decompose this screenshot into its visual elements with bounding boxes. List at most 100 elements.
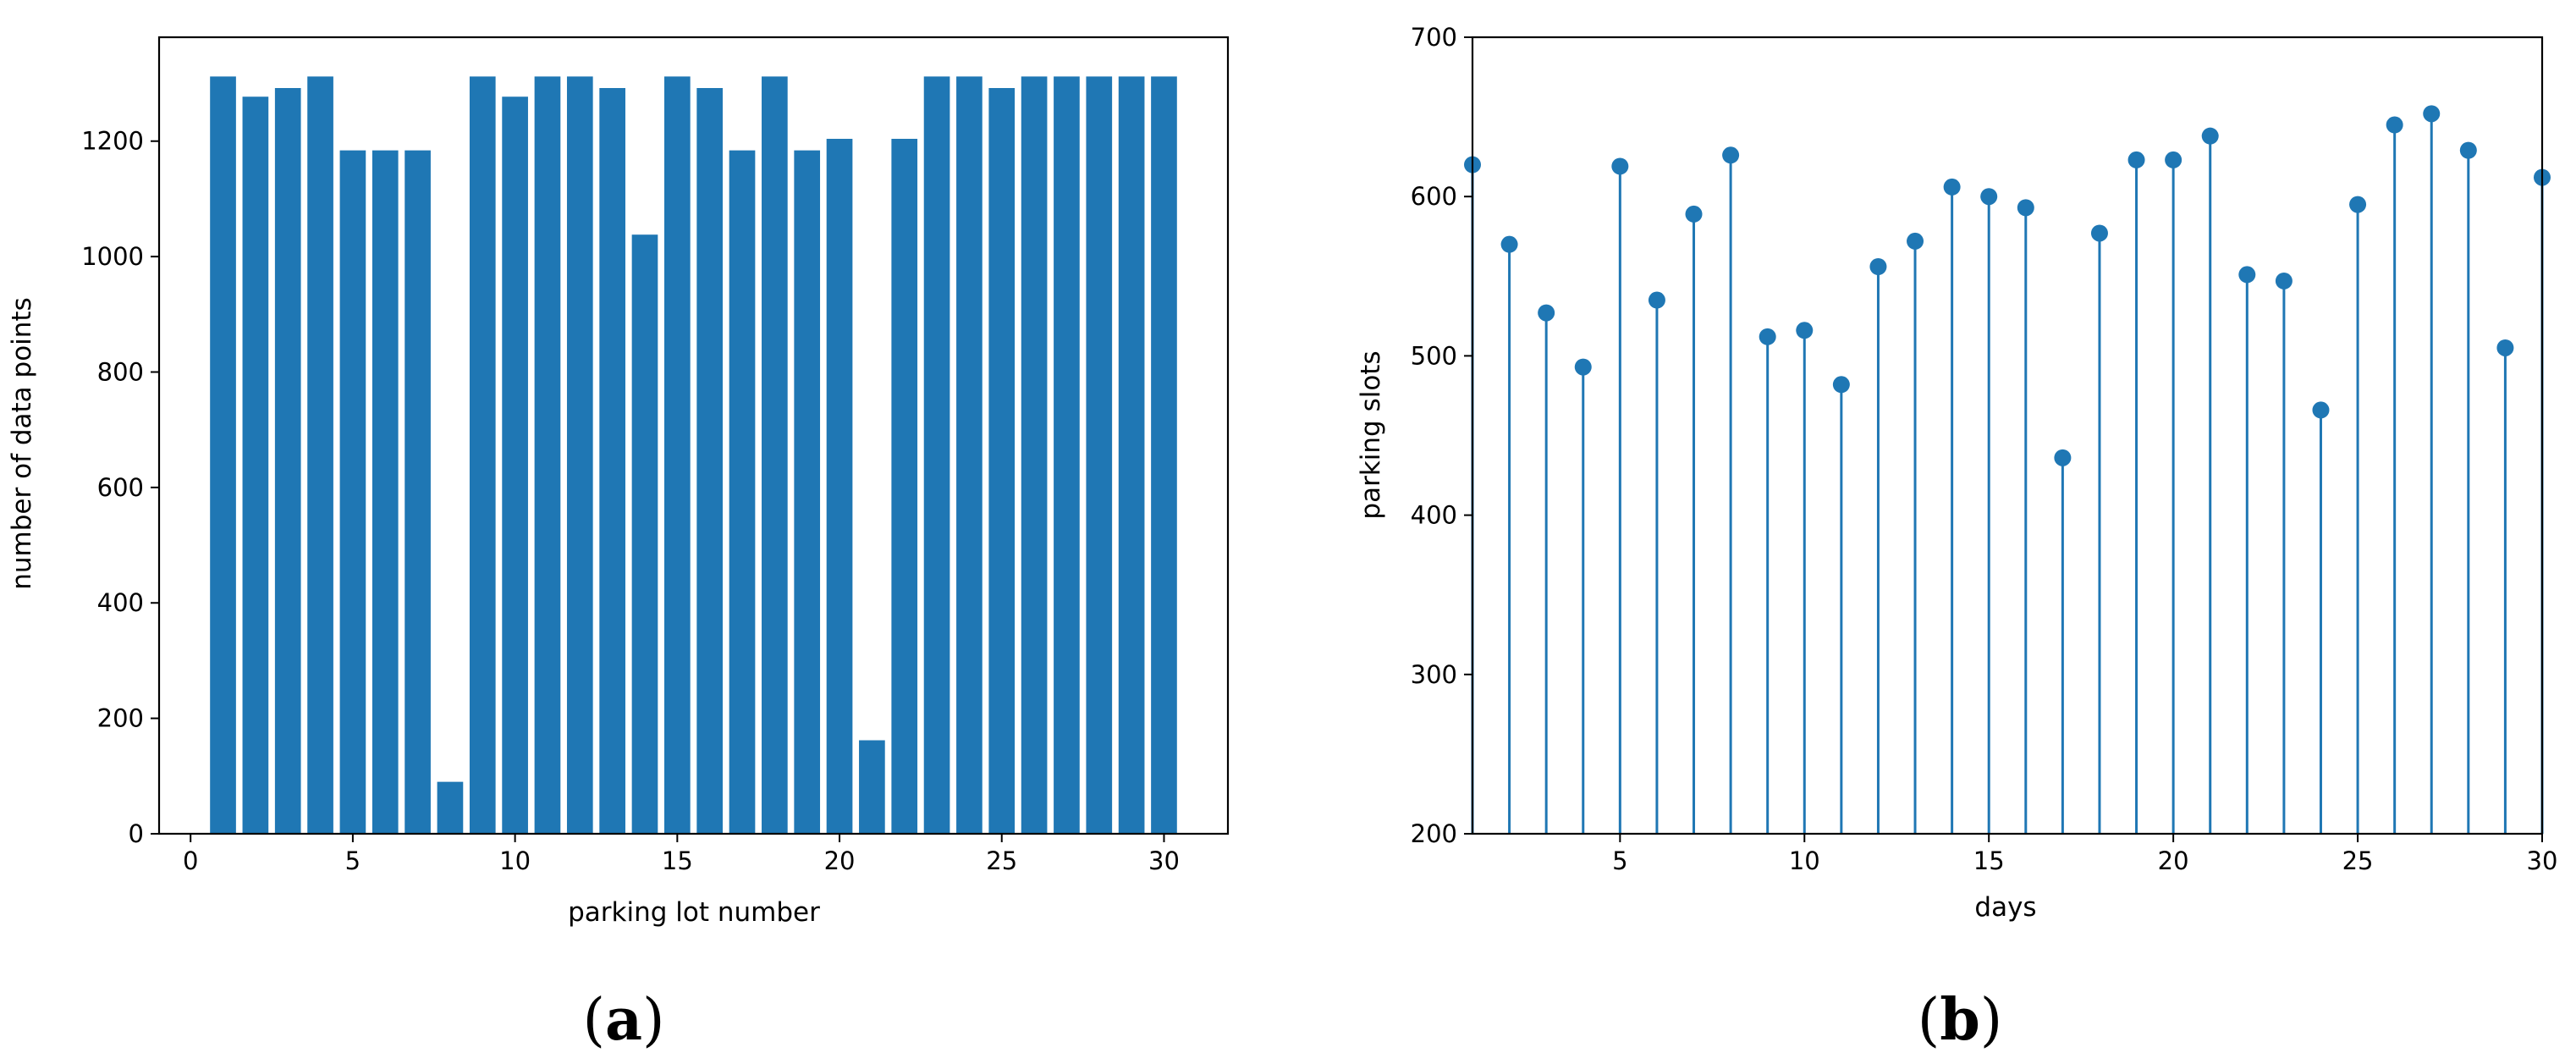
stem-marker xyxy=(1869,258,1887,276)
y-tick-label: 600 xyxy=(97,473,144,502)
x-tick-label: 10 xyxy=(1789,846,1820,875)
stem-marker xyxy=(2386,116,2403,134)
y-tick-label: 300 xyxy=(1411,660,1457,689)
chart-a: number of data points parking lot number… xyxy=(7,36,1230,928)
bar xyxy=(502,96,528,834)
stem-marker xyxy=(2054,449,2072,466)
stem-marker xyxy=(2238,266,2256,284)
x-axis-label: parking lot number xyxy=(568,897,820,928)
stem-marker xyxy=(2165,151,2182,168)
bar xyxy=(826,139,853,834)
x-tick-label: 30 xyxy=(1148,846,1180,875)
bar xyxy=(859,740,885,834)
stems xyxy=(1464,105,2551,834)
bar xyxy=(729,150,756,834)
bars xyxy=(210,76,1177,835)
bar xyxy=(599,88,625,834)
stem-marker xyxy=(2349,196,2367,213)
x-tick-label: 25 xyxy=(986,846,1017,875)
bar xyxy=(696,88,724,834)
bar xyxy=(405,150,431,834)
stem-marker xyxy=(1611,157,1629,175)
y-axis-label: number of data points xyxy=(7,297,37,589)
plot-frame xyxy=(157,36,1230,835)
bar xyxy=(566,76,593,835)
stem-marker xyxy=(2496,339,2514,356)
x-tick-label: 30 xyxy=(2527,846,2558,875)
bar xyxy=(372,150,399,834)
bar xyxy=(923,76,950,835)
bar xyxy=(1118,76,1145,835)
bar xyxy=(663,76,691,835)
caption-b: (b) xyxy=(1918,986,2003,1053)
stem-marker xyxy=(1574,358,1592,376)
y-ticks: 200 300 400 500 600 700 xyxy=(1411,23,1472,848)
x-tick-label: 0 xyxy=(183,846,198,875)
y-tick-label: 400 xyxy=(97,588,144,617)
stem-marker xyxy=(1759,328,1776,345)
bar xyxy=(339,150,366,834)
stem-marker xyxy=(2275,272,2293,289)
stem-marker xyxy=(1907,232,1924,250)
x-ticks: 0 5 10 15 20 25 30 xyxy=(183,834,1180,875)
stem-marker xyxy=(2312,401,2330,419)
stem-marker xyxy=(1943,178,1961,196)
x-tick-label: 10 xyxy=(499,846,531,875)
stem-marker xyxy=(1538,304,1555,322)
bar xyxy=(274,88,301,834)
x-tick-label: 15 xyxy=(1973,846,2005,875)
y-tick-label: 1000 xyxy=(81,242,144,271)
bar xyxy=(437,781,464,834)
chart-b: parking slots days 5 10 15 20 25 30 200 300 400… xyxy=(1356,23,2557,923)
bar xyxy=(988,88,1016,834)
bar xyxy=(469,76,496,835)
bar xyxy=(1086,76,1113,835)
stem-marker xyxy=(2017,199,2034,217)
bar xyxy=(210,76,236,835)
stem-marker xyxy=(1796,322,1814,339)
bar xyxy=(242,96,269,834)
bar xyxy=(762,76,788,835)
bar xyxy=(956,76,983,835)
bar xyxy=(1021,76,1048,835)
x-tick-label: 15 xyxy=(662,846,693,875)
y-ticks: 0 200 400 600 800 1000 1200 xyxy=(81,127,159,848)
stem-marker xyxy=(1500,235,1518,253)
stem-marker xyxy=(2127,151,2145,168)
stem-marker xyxy=(2090,224,2108,242)
bar xyxy=(1151,76,1177,835)
stem-marker xyxy=(2459,141,2477,159)
y-tick-label: 600 xyxy=(1411,182,1457,211)
y-tick-label: 200 xyxy=(1411,819,1457,848)
y-tick-label: 800 xyxy=(97,357,144,386)
x-axis-label: days xyxy=(1974,892,2036,923)
y-tick-label: 700 xyxy=(1411,23,1457,52)
x-ticks: 5 10 15 20 25 30 xyxy=(1612,834,2557,875)
y-tick-label: 0 xyxy=(129,819,144,848)
stem-marker xyxy=(1685,205,1703,223)
x-tick-label: 20 xyxy=(824,846,856,875)
x-tick-label: 20 xyxy=(2158,846,2189,875)
stem-marker xyxy=(2423,105,2441,123)
x-tick-label: 5 xyxy=(345,846,361,875)
bar xyxy=(1054,76,1080,835)
bar xyxy=(307,76,333,835)
x-tick-label: 25 xyxy=(2342,846,2374,875)
x-tick-label: 5 xyxy=(1612,846,1627,875)
bar xyxy=(891,139,918,834)
stem-marker xyxy=(1832,376,1850,394)
plot-frame xyxy=(1471,36,2544,835)
y-tick-label: 500 xyxy=(1411,341,1457,370)
stem-marker xyxy=(1980,188,1998,206)
bar xyxy=(631,234,658,834)
y-tick-label: 400 xyxy=(1411,501,1457,530)
caption-a: (a) xyxy=(582,986,664,1053)
bar xyxy=(794,150,821,834)
stem-marker xyxy=(1722,146,1740,164)
stem-marker xyxy=(1648,291,1665,309)
y-axis-label: parking slots xyxy=(1356,350,1386,519)
stem-marker xyxy=(2201,127,2219,145)
y-tick-label: 1200 xyxy=(81,127,144,156)
bar xyxy=(534,76,561,835)
